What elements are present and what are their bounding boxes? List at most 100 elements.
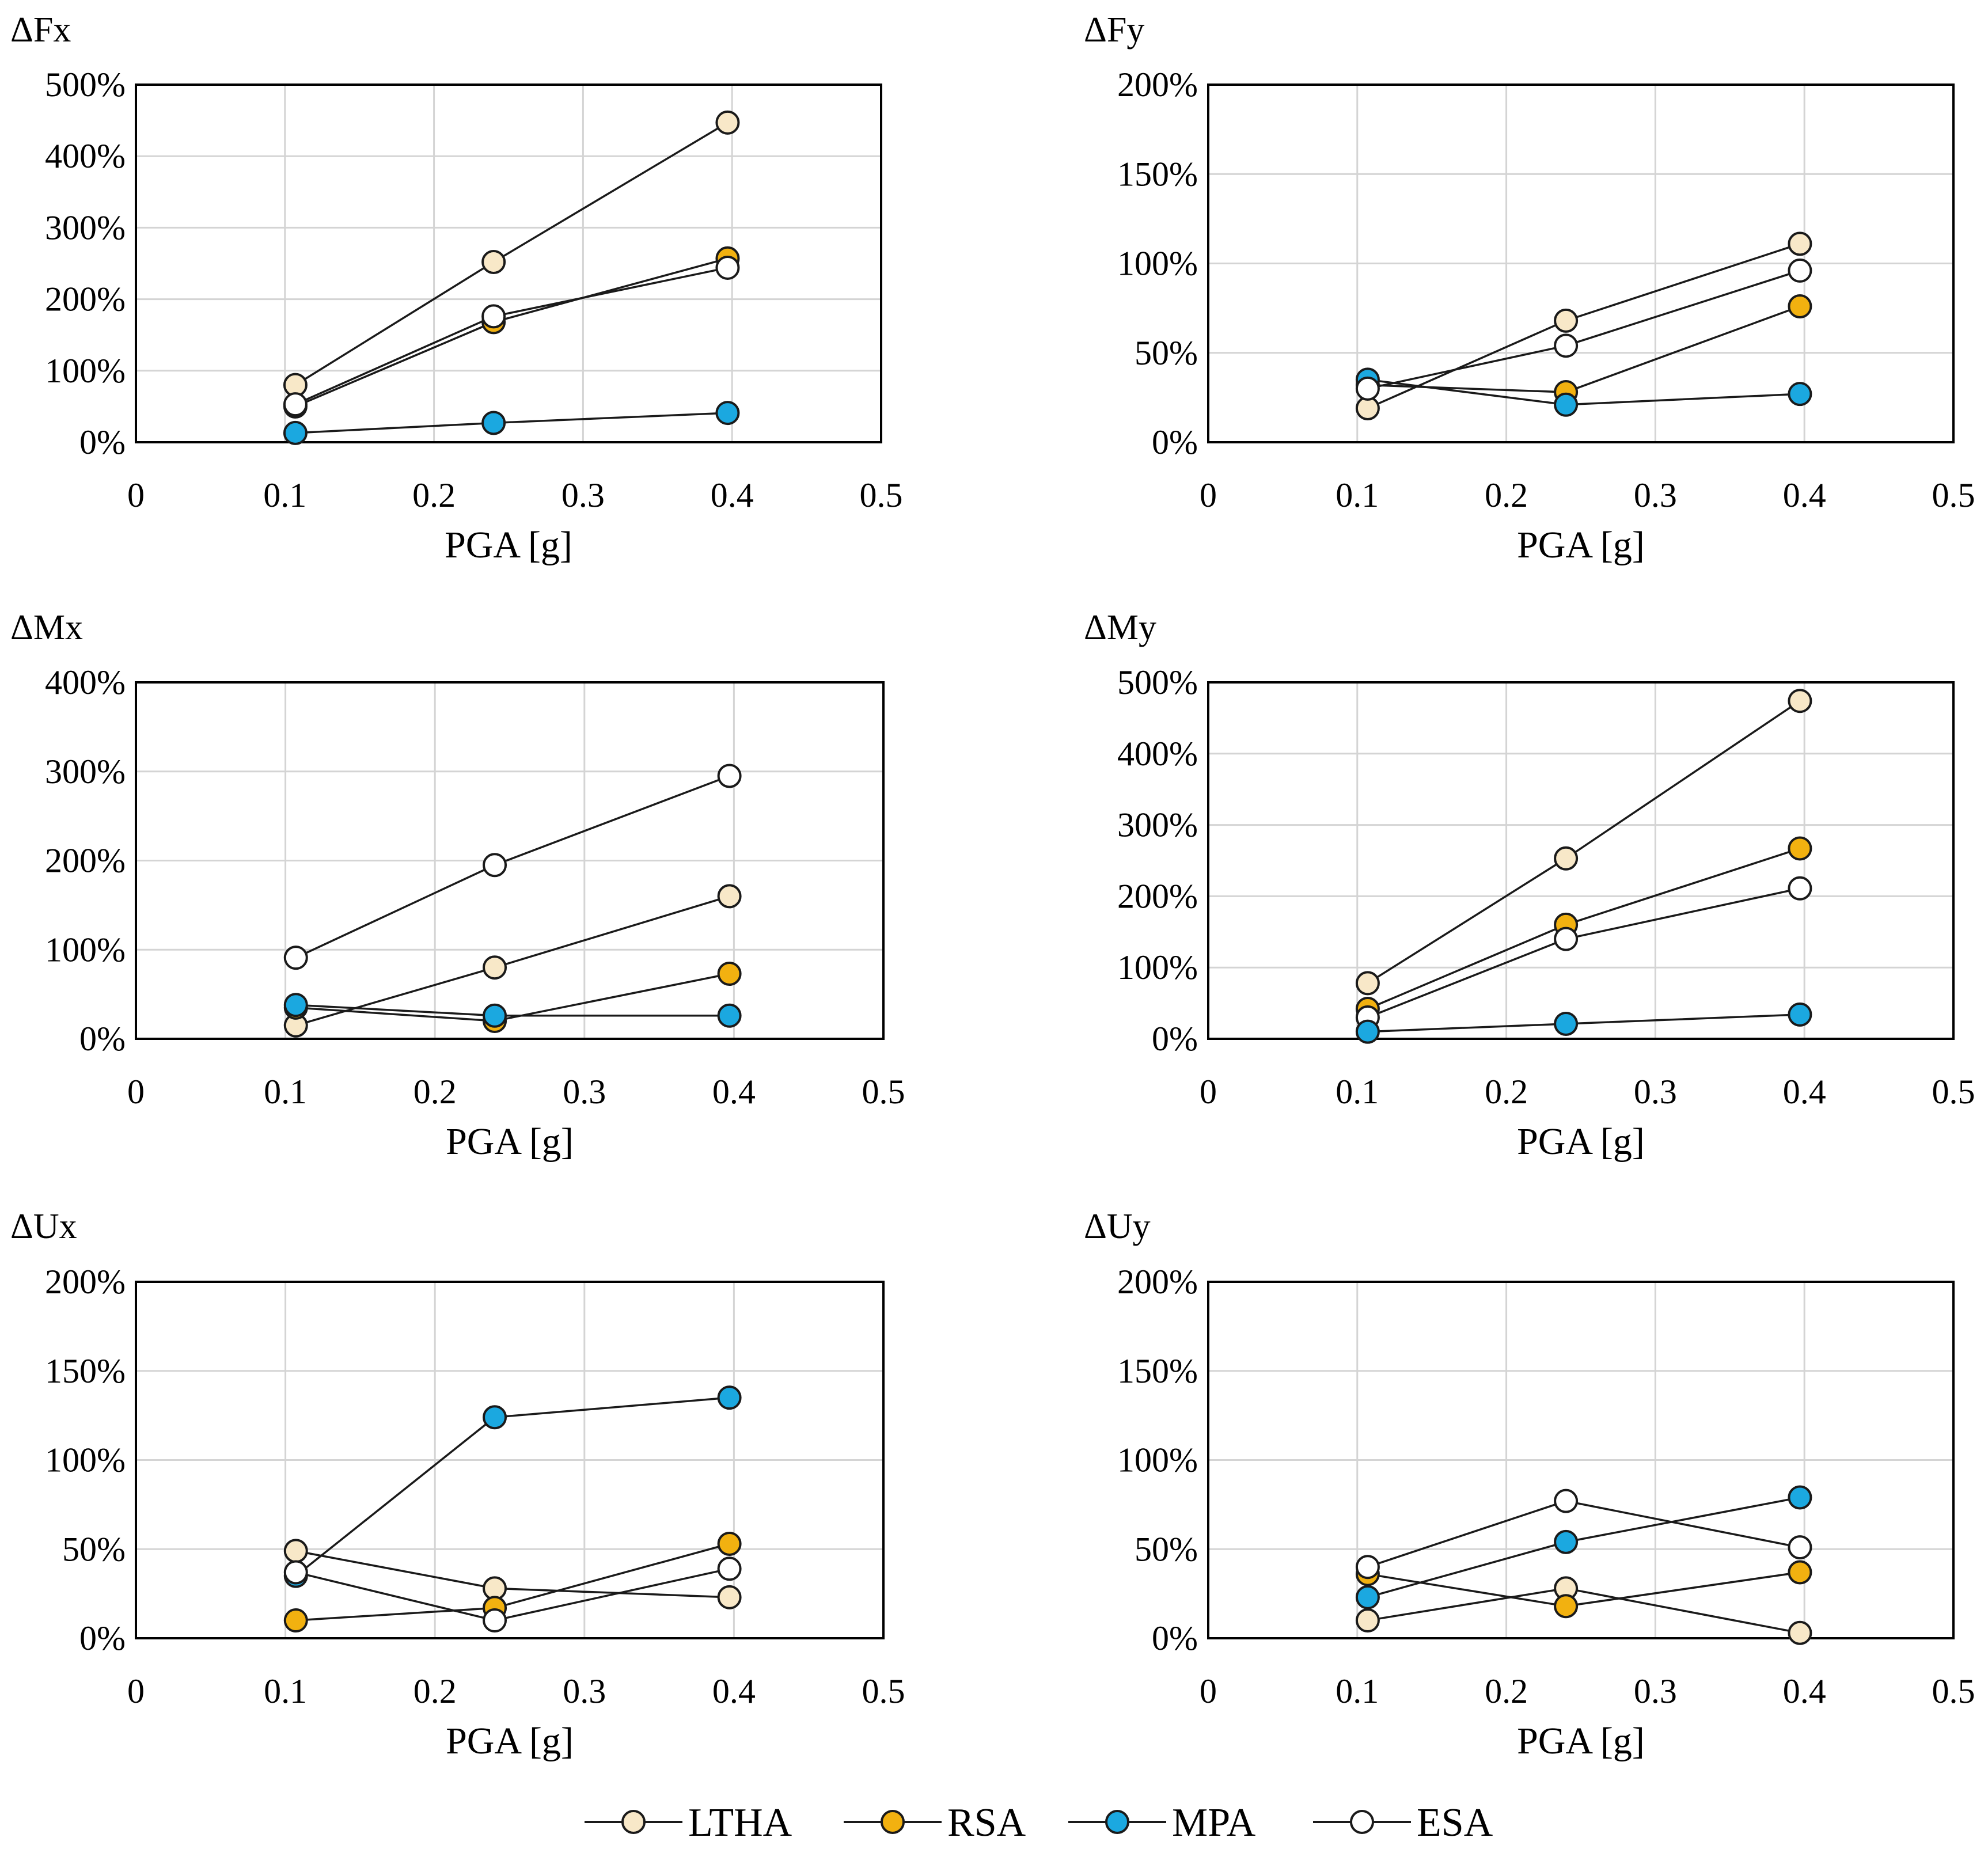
y-tick-label: 200% [1117, 1263, 1198, 1301]
data-point-ltha [1355, 1608, 1380, 1633]
data-point-ltha [715, 110, 740, 135]
y-tick-label: 50% [62, 1530, 126, 1568]
data-point-esa [1355, 376, 1380, 401]
x-tick-label: 0.3 [1634, 476, 1677, 514]
data-point-rsa [283, 1608, 308, 1633]
chart-panel-4: 0% 50% 100% 150% 200% 0 0.1 0.2 0.3 0.4 0.5 PGA [g]… [10, 1207, 905, 1762]
chart-panel-2: 0% 100% 200% 300% 400% 0 0.1 0.2 0.3 0.4 0.5 PGA [g… [10, 608, 905, 1163]
legend-item-rsa: RSA [844, 1801, 1026, 1845]
x-axis-title: PGA [g] [1517, 1720, 1645, 1762]
chart-panels: 0% 100% 200% 300% 400% 500% 0 0.1 0.2 0.3 0.4 0.5 PG… [10, 10, 1975, 1762]
y-tick-label: 50% [1135, 334, 1198, 372]
x-tick-label: 0.4 [711, 476, 754, 514]
data-point-esa [717, 1556, 742, 1581]
legend-marker [881, 1810, 905, 1834]
legend-item-ltha: LTHA [585, 1801, 792, 1845]
x-tick-label: 0.5 [860, 476, 903, 514]
data-point-mpa [1554, 1012, 1579, 1036]
legend-label: MPA [1172, 1801, 1256, 1845]
chart-title: ΔMx [10, 608, 83, 647]
y-tick-label: 0% [79, 1020, 126, 1058]
y-tick-label: 300% [45, 208, 126, 246]
y-tick-label: 0% [1152, 1619, 1198, 1657]
x-axis-title: PGA [g] [1517, 524, 1645, 566]
legend-label: ESA [1417, 1801, 1493, 1845]
x-axis-title: PGA [g] [1517, 1121, 1645, 1163]
series-line-ltha [295, 1550, 730, 1599]
y-tick-label: 400% [1117, 735, 1198, 773]
series-line-rsa [295, 973, 730, 1022]
data-point-esa [1788, 258, 1812, 283]
data-point-mpa [1355, 1585, 1380, 1609]
series-line-esa [1367, 887, 1800, 1019]
data-point-ltha [1355, 971, 1380, 996]
data-point-rsa [1788, 1560, 1812, 1585]
data-point-esa [481, 304, 506, 329]
data-point-esa [1554, 927, 1579, 951]
y-tick-label: 150% [1117, 1352, 1198, 1390]
series-line-esa [1367, 1499, 1800, 1568]
y-tick-label: 200% [1117, 877, 1198, 915]
series-line-ltha [295, 895, 730, 1027]
data-point-ltha [483, 955, 507, 980]
x-tick-label: 0.4 [712, 1672, 756, 1710]
y-tick-label: 300% [1117, 806, 1198, 844]
x-tick-label: 0.2 [413, 1672, 457, 1710]
chart-title: ΔUy [1084, 1207, 1151, 1246]
x-tick-label: 0.2 [413, 1073, 457, 1111]
y-tick-label: 200% [45, 280, 126, 318]
data-point-mpa [1554, 1529, 1579, 1554]
x-axis-title: PGA [g] [446, 1720, 574, 1762]
x-tick-label: 0.5 [1932, 476, 1975, 514]
series-line-esa [295, 774, 730, 959]
y-tick-label: 300% [45, 753, 126, 791]
data-point-esa [715, 255, 740, 280]
y-tick-label: 0% [79, 1619, 126, 1657]
x-tick-label: 0 [127, 1073, 145, 1111]
x-tick-label: 0 [127, 476, 145, 514]
y-tick-label: 200% [45, 842, 126, 880]
y-tick-label: 150% [1117, 155, 1198, 193]
series-line-rsa [1367, 1571, 1800, 1608]
data-point-rsa [717, 962, 742, 986]
data-point-mpa [483, 1405, 507, 1430]
x-tick-label: 0.4 [1783, 1073, 1826, 1111]
legend-marker [1105, 1810, 1129, 1834]
x-tick-label: 0.4 [1783, 476, 1826, 514]
series-line-ltha [1367, 242, 1800, 409]
series-line-mpa [295, 412, 728, 434]
x-axis-title: PGA [g] [445, 524, 572, 566]
data-point-mpa [1554, 392, 1579, 417]
data-point-ltha [1554, 846, 1579, 871]
data-point-esa [1355, 1555, 1380, 1580]
plot-area [135, 83, 882, 443]
series-line-rsa [1367, 847, 1800, 1010]
data-point-mpa [481, 411, 506, 435]
data-point-esa [283, 946, 308, 970]
x-tick-label: 0.1 [264, 1672, 307, 1710]
legend-label: RSA [947, 1801, 1026, 1845]
y-tick-label: 500% [45, 66, 126, 104]
data-point-ltha [1788, 1620, 1812, 1645]
chart-panel-3: 0% 100% 200% 300% 400% 500% 0 0.1 0.2 0.3 0.4 0.5 PG… [1084, 608, 1975, 1163]
data-point-mpa [717, 1003, 742, 1028]
data-point-mpa [283, 993, 308, 1017]
legend-item-mpa: MPA [1068, 1801, 1256, 1845]
y-tick-label: 100% [45, 352, 126, 390]
data-point-mpa [1355, 1019, 1380, 1044]
x-tick-label: 0.3 [563, 1672, 606, 1710]
x-tick-label: 0 [1200, 1073, 1217, 1111]
x-tick-label: 0.1 [264, 1073, 307, 1111]
chart-title: ΔUx [10, 1207, 77, 1246]
y-tick-label: 100% [45, 931, 126, 969]
y-tick-label: 0% [1152, 423, 1198, 461]
y-tick-label: 100% [45, 1441, 126, 1479]
x-tick-label: 0.5 [1932, 1073, 1975, 1111]
data-point-rsa [1788, 836, 1812, 861]
data-point-mpa [1788, 1485, 1812, 1510]
y-tick-label: 0% [79, 423, 126, 461]
legend-marker [1350, 1810, 1374, 1834]
y-tick-label: 500% [1117, 663, 1198, 701]
y-tick-label: 100% [1117, 1441, 1198, 1479]
